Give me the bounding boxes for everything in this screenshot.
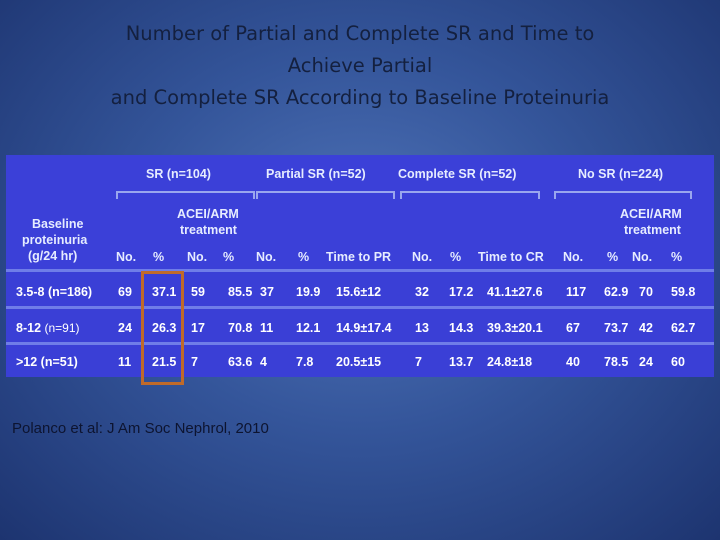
table-cell: 117: [566, 285, 587, 299]
col-header: %: [298, 250, 310, 264]
group-header-complete-sr: Complete SR (n=52): [398, 167, 517, 181]
acei-left-label: ACEI/ARM: [177, 207, 239, 221]
table-cell: 73.7: [604, 321, 629, 335]
table-cell: 32: [415, 285, 429, 299]
table-cell: 11: [118, 355, 132, 369]
table-cell: 70: [639, 285, 653, 299]
col-header: %: [671, 250, 683, 264]
table-cell: 63.6: [228, 355, 253, 369]
row-header-line-1: Baseline: [32, 217, 84, 231]
row-header-line-3: (g/24 hr): [28, 249, 78, 263]
table-cell: 60: [671, 355, 685, 369]
row-label: 8-12 (n=91): [16, 321, 80, 335]
table-cell: 69: [118, 285, 132, 299]
table-cell: 19.9: [296, 285, 321, 299]
table-cell: 62.9: [604, 285, 629, 299]
table-cell: 59.8: [671, 285, 696, 299]
bracket-complete-sr: [400, 191, 540, 199]
row-header-line-2: proteinuria: [22, 233, 88, 247]
table-cell: 85.5: [228, 285, 253, 299]
table-cell: 14.3: [449, 321, 474, 335]
table-cell: 15.6±12: [336, 285, 382, 299]
table-cell: 7: [415, 355, 422, 369]
table-cell: 7.8: [296, 355, 314, 369]
table-cell: 24: [639, 355, 653, 369]
table-cell: 41.1±27.6: [487, 285, 543, 299]
acei-right-treatment: treatment: [624, 223, 681, 237]
title-line-3: and Complete SR According to Baseline Pr…: [110, 86, 610, 109]
table-cell: 37.1: [152, 285, 177, 299]
group-header-partial-sr: Partial SR (n=52): [266, 167, 366, 181]
table-cell: 13: [415, 321, 429, 335]
row-label-main: 8-12: [16, 321, 45, 335]
table-cell: 12.1: [296, 321, 321, 335]
col-header: Time to PR: [326, 250, 392, 264]
row-separator-1: [6, 306, 714, 309]
col-header: No.: [116, 250, 137, 264]
title-line-2: Achieve Partial: [287, 54, 433, 77]
bracket-sr: [116, 191, 255, 199]
title-line-1: Number of Partial and Complete SR and Ti…: [125, 22, 595, 45]
table-cell: 4: [260, 355, 267, 369]
acei-left-treatment: treatment: [180, 223, 237, 237]
table-cell: 21.5: [152, 355, 177, 369]
table-cell: 26.3: [152, 321, 177, 335]
citation: Polanco et al: J Am Soc Nephrol, 2010: [12, 420, 269, 437]
acei-right-label: ACEI/ARM: [620, 207, 682, 221]
table-cell: 7: [191, 355, 198, 369]
table-cell: 11: [260, 321, 274, 335]
table-cell: 62.7: [671, 321, 696, 335]
table-cell: 39.3±20.1: [487, 321, 543, 335]
row-label: 3.5-8 (n=186): [16, 285, 92, 299]
table-cell: 13.7: [449, 355, 474, 369]
results-table: SR (n=104) Partial SR (n=52) Complete SR…: [6, 155, 714, 377]
col-header: %: [450, 250, 462, 264]
table-cell: 14.9±17.4: [336, 321, 392, 335]
slide-title: Number of Partial and Complete SR and Ti…: [0, 18, 720, 114]
table-cell: 67: [566, 321, 580, 335]
table-cell: 40: [566, 355, 580, 369]
table-cell: 17: [191, 321, 205, 335]
col-header: No.: [187, 250, 208, 264]
bracket-no-sr: [554, 191, 692, 199]
col-header: No.: [256, 250, 277, 264]
group-header-sr: SR (n=104): [146, 167, 211, 181]
col-header: %: [607, 250, 619, 264]
table-cell: 37: [260, 285, 274, 299]
table-cell: 59: [191, 285, 205, 299]
table-cell: 17.2: [449, 285, 474, 299]
col-header: %: [153, 250, 165, 264]
table-header-band: [6, 155, 714, 269]
col-header: No.: [632, 250, 653, 264]
table-cell: 78.5: [604, 355, 629, 369]
row-label-small: (n=91): [44, 321, 80, 335]
row-label: >12 (n=51): [16, 355, 78, 369]
col-header: %: [223, 250, 235, 264]
col-header: No.: [563, 250, 584, 264]
highlight-box: [141, 271, 184, 385]
table-cell: 20.5±15: [336, 355, 382, 369]
row-label-main: >12 (n=51): [16, 355, 78, 369]
table-cell: 24: [118, 321, 132, 335]
bracket-partial-sr: [256, 191, 395, 199]
col-header: Time to CR: [478, 250, 544, 264]
header-separator: [6, 269, 714, 272]
table-cell: 42: [639, 321, 653, 335]
row-label-main: 3.5-8 (n=186): [16, 285, 93, 299]
row-separator-2: [6, 342, 714, 345]
table-cell: 24.8±18: [487, 355, 533, 369]
col-header: No.: [412, 250, 433, 264]
group-header-no-sr: No SR (n=224): [578, 167, 664, 181]
table-cell: 70.8: [228, 321, 253, 335]
